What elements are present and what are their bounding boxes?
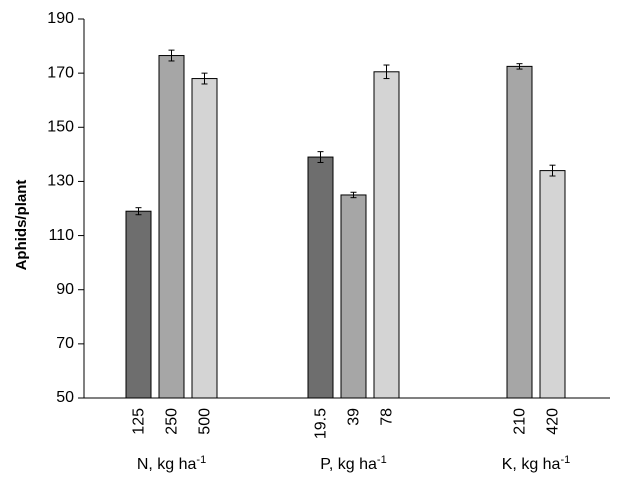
- y-tick-label: 170: [47, 64, 74, 81]
- y-tick-label: 190: [47, 10, 74, 27]
- y-tick-label: 110: [48, 227, 74, 244]
- group-label: P, kg ha-1: [320, 454, 386, 473]
- y-tick-label: 130: [47, 173, 74, 190]
- bar: [539, 170, 566, 399]
- y-tick-label: 70: [56, 335, 74, 352]
- bar: [340, 194, 367, 399]
- y-axis-label: Aphids/plant: [13, 180, 30, 271]
- bar: [506, 65, 533, 399]
- bar-category-label: 250: [164, 408, 181, 435]
- group-label: N, kg ha-1: [137, 454, 206, 473]
- bar-category-label: 210: [512, 408, 529, 435]
- y-tick-label: 90: [56, 281, 74, 298]
- bar: [125, 210, 152, 399]
- bar: [307, 156, 334, 399]
- bar-category-label: 420: [545, 408, 562, 435]
- bar-category-label: 125: [131, 408, 148, 435]
- labels: 125 250 500 N, kg ha-1 19.5 39 78 P, kg ha-1 210…: [131, 408, 571, 473]
- bar: [373, 71, 400, 399]
- group-label: K, kg ha-1: [502, 454, 570, 473]
- bar: [158, 55, 185, 399]
- y-tick-label: 150: [47, 119, 74, 136]
- y-tick-label: 50: [56, 389, 74, 406]
- bar: [191, 78, 218, 399]
- bar-category-label: 19.5: [313, 408, 330, 439]
- bar-category-label: 500: [197, 408, 214, 435]
- bar-category-label: 39: [346, 408, 363, 426]
- bar-category-label: 78: [379, 408, 396, 426]
- bars: [125, 49, 566, 399]
